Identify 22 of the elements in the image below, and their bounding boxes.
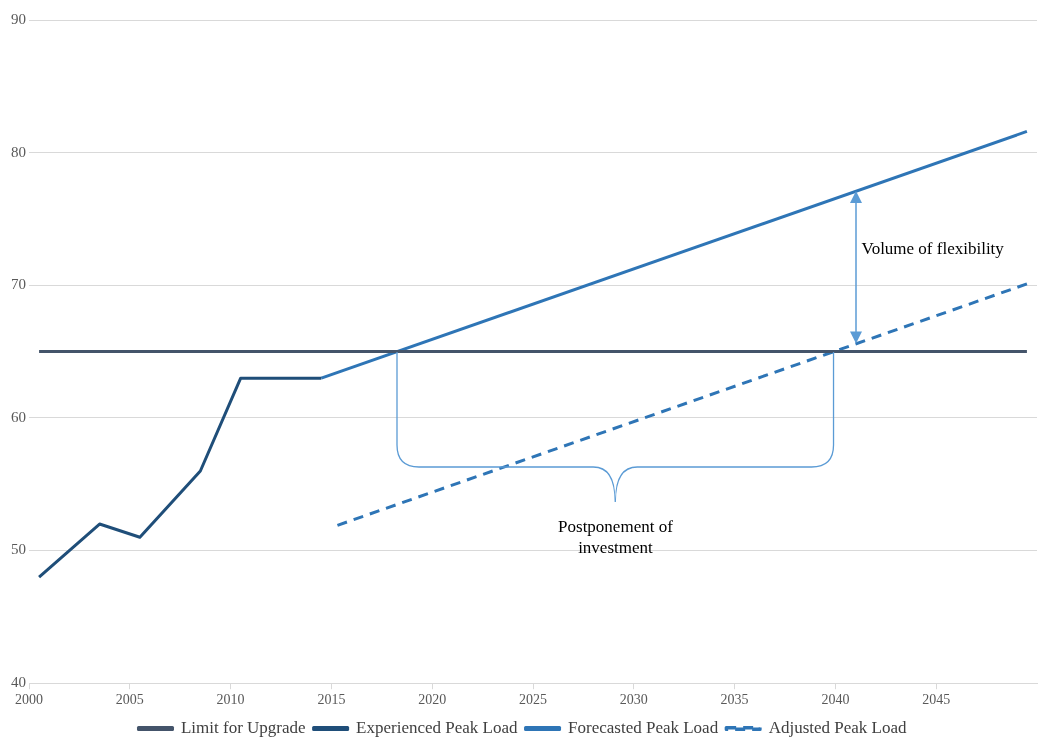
x-tick-label: 2010 — [216, 692, 245, 708]
x-tick-label: 2045 — [922, 692, 951, 708]
annotation: Volume of flexibility — [861, 237, 1004, 259]
y-tick-label: 40 — [11, 674, 26, 691]
x-tick-label: 2040 — [821, 692, 850, 708]
y-tick-label: 50 — [11, 541, 26, 558]
x-tick-label: 2035 — [720, 692, 749, 708]
x-tick-label: 2000 — [15, 692, 43, 708]
x-tick-label: 2020 — [418, 692, 447, 708]
annotation: Postponement of investment — [557, 515, 674, 558]
y-tick-label: 70 — [11, 276, 26, 293]
legend-label: Forecasted Peak Load — [568, 717, 719, 737]
legend-label: Experienced Peak Load — [356, 717, 519, 737]
x-tick-label: 2005 — [115, 692, 144, 708]
y-tick-label: 90 — [11, 10, 26, 27]
x-tick-label: 2030 — [619, 692, 648, 708]
legend-label: Adjusted Peak Load — [768, 717, 908, 737]
y-tick-label: 60 — [11, 408, 26, 425]
y-tick-label: 80 — [11, 143, 26, 160]
legend-label: Limit for Upgrade — [180, 717, 306, 737]
x-tick-label: 2025 — [519, 692, 547, 708]
x-tick-label: 2015 — [317, 692, 346, 708]
